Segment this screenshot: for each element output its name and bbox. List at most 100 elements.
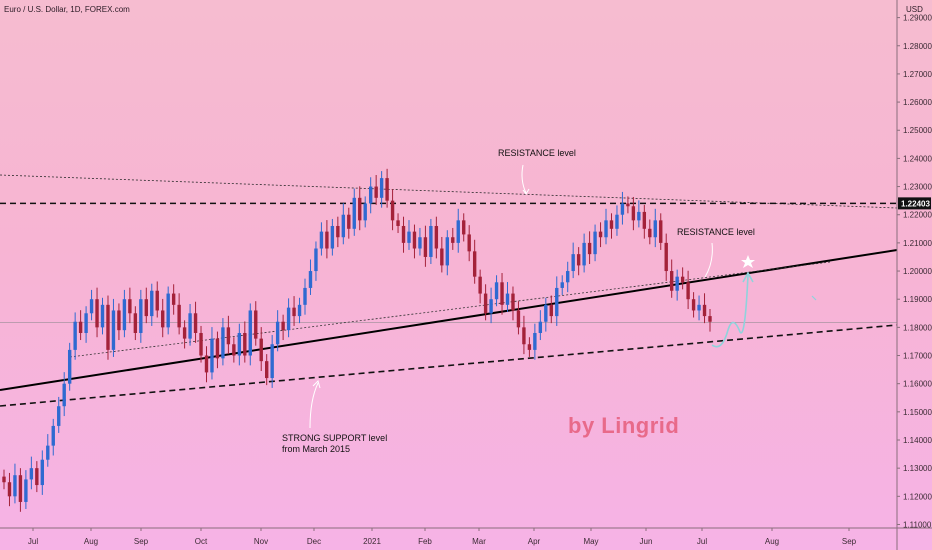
y-tick-label: 1.15000 bbox=[903, 408, 932, 417]
candle-body bbox=[286, 307, 291, 331]
y-tick-label: 1.19000 bbox=[903, 295, 932, 304]
y-tick-label: 1.21000 bbox=[903, 239, 932, 248]
watermark: by Lingrid bbox=[568, 413, 679, 438]
candle-body bbox=[549, 304, 553, 317]
candle bbox=[522, 315, 526, 355]
candle-body bbox=[379, 178, 384, 198]
candle bbox=[292, 296, 296, 326]
x-tick-label: Sep bbox=[842, 537, 857, 546]
resistance-annotation-top: RESISTANCE level bbox=[498, 148, 576, 158]
candle bbox=[78, 310, 83, 341]
candle bbox=[669, 259, 674, 298]
candle-body bbox=[675, 276, 679, 291]
candle-body bbox=[648, 228, 652, 238]
candle-body bbox=[73, 321, 77, 350]
candle-body bbox=[161, 310, 165, 328]
candle bbox=[286, 298, 291, 338]
candle bbox=[248, 303, 252, 366]
candle-body bbox=[631, 206, 636, 221]
candle bbox=[215, 331, 220, 369]
candle-body bbox=[89, 299, 94, 314]
candle-body bbox=[500, 282, 504, 305]
candle-body bbox=[598, 231, 603, 238]
x-tick-label: Jul bbox=[28, 537, 38, 546]
candle bbox=[29, 456, 34, 490]
candle-body bbox=[292, 307, 296, 317]
candle bbox=[500, 273, 504, 315]
candle-body bbox=[13, 475, 17, 497]
candle-body bbox=[456, 220, 460, 243]
candle bbox=[368, 177, 373, 214]
candle bbox=[527, 337, 532, 357]
candle bbox=[106, 295, 110, 360]
candle-body bbox=[702, 304, 707, 317]
candle-body bbox=[440, 248, 444, 266]
candle-body bbox=[489, 299, 493, 314]
resistance-annotation-right: RESISTANCE level bbox=[677, 227, 755, 237]
candle-body bbox=[494, 282, 499, 300]
candle bbox=[653, 208, 657, 248]
candle bbox=[555, 276, 559, 326]
candle-body bbox=[232, 344, 236, 356]
candle bbox=[84, 306, 88, 343]
candle bbox=[429, 218, 433, 264]
candle bbox=[314, 241, 318, 281]
candle bbox=[358, 186, 362, 231]
candle bbox=[35, 461, 39, 493]
candle-body bbox=[215, 338, 220, 359]
candle-body bbox=[106, 304, 110, 350]
candle bbox=[265, 354, 269, 386]
y-tick-label: 1.14000 bbox=[903, 436, 932, 445]
candle-body bbox=[57, 406, 61, 426]
candle-body bbox=[516, 310, 521, 328]
x-tick-label: Aug bbox=[84, 537, 98, 546]
candle-body bbox=[40, 459, 45, 486]
candle bbox=[675, 269, 679, 301]
candle bbox=[691, 292, 696, 318]
candle-body bbox=[680, 276, 685, 283]
annotation-arrow bbox=[309, 382, 319, 429]
candle-body bbox=[144, 299, 148, 317]
currency-label: USD bbox=[906, 5, 923, 14]
support-annotation: STRONG SUPPORT level bbox=[282, 433, 387, 443]
candle bbox=[226, 315, 231, 355]
candle-body bbox=[122, 299, 127, 331]
candle-body bbox=[150, 290, 154, 317]
candle bbox=[281, 314, 285, 341]
y-tick-label: 1.16000 bbox=[903, 380, 932, 389]
candle-body bbox=[67, 349, 72, 384]
candle bbox=[177, 293, 181, 335]
candle bbox=[472, 239, 477, 284]
candle bbox=[237, 323, 242, 366]
candle-body bbox=[275, 321, 280, 345]
candle bbox=[341, 203, 346, 245]
candle-body bbox=[686, 282, 690, 300]
candle bbox=[243, 321, 247, 363]
candle bbox=[171, 284, 176, 315]
candle bbox=[221, 318, 225, 366]
candle bbox=[549, 295, 553, 324]
candle bbox=[489, 287, 493, 324]
candle-body bbox=[478, 276, 482, 294]
candle bbox=[659, 213, 663, 250]
candle bbox=[117, 303, 121, 341]
y-tick-label: 1.13000 bbox=[903, 464, 932, 473]
x-tick-label: Jun bbox=[640, 537, 653, 546]
candle bbox=[604, 208, 608, 245]
candle bbox=[396, 213, 400, 234]
candle bbox=[18, 468, 23, 512]
candle-body bbox=[248, 310, 252, 356]
candle bbox=[232, 337, 236, 363]
candle-body bbox=[166, 293, 170, 328]
candle bbox=[182, 320, 187, 349]
candle bbox=[620, 191, 625, 225]
x-tick-label: Oct bbox=[195, 537, 208, 546]
candle bbox=[297, 297, 302, 324]
candle bbox=[566, 261, 570, 293]
candle-body bbox=[571, 254, 575, 272]
candle bbox=[664, 233, 668, 281]
candle bbox=[511, 286, 515, 321]
candle bbox=[571, 242, 575, 279]
candle bbox=[631, 196, 636, 231]
